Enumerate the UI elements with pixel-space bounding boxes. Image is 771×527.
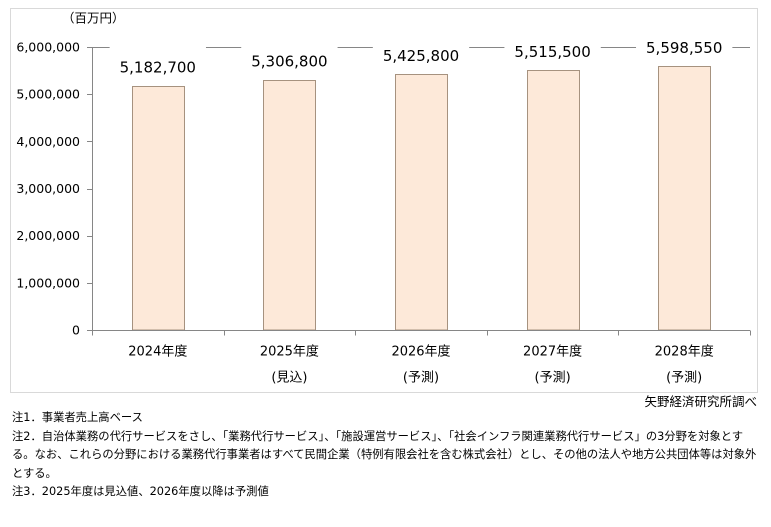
bar xyxy=(658,66,711,331)
y-tick-label: 1,000,000 xyxy=(16,275,80,290)
y-tick-label: 6,000,000 xyxy=(16,40,80,55)
x-tick-sublabel: (予測) xyxy=(666,371,702,386)
data-label-background xyxy=(241,42,338,71)
x-tick-label: 2027年度 xyxy=(523,344,582,360)
y-tick-label: 5,000,000 xyxy=(16,87,80,102)
bar xyxy=(395,74,448,331)
note-3: 注3．2025年度は見込値、2026年度以降は予測値 xyxy=(12,485,269,499)
notes: 注1．事業者売上高ベース 注2．自治体業務の代行サービスをさし、「業務代行サービ… xyxy=(12,409,760,502)
note-2: 注2．自治体業務の代行サービスをさし、「業務代行サービス」、「施設運営サービス」… xyxy=(12,429,757,480)
x-tick-label: 2026年度 xyxy=(391,344,450,360)
data-label: 5,598,550 xyxy=(646,39,722,57)
data-label-background xyxy=(636,42,733,57)
data-label-background xyxy=(504,42,601,61)
x-tick-sublabel: (予測) xyxy=(403,371,439,386)
x-tick-sublabel: (予測) xyxy=(535,371,571,386)
bar xyxy=(132,86,185,331)
data-label: 5,425,800 xyxy=(383,47,459,65)
y-axis: 0 1,000,000 2,000,000 3,000,000 4,000,000 5,0… xyxy=(16,40,93,338)
note-1: 注1．事業者売上高ベース xyxy=(12,411,143,424)
data-label: 5,306,800 xyxy=(251,53,327,71)
y-tick-label: 0 xyxy=(72,323,80,338)
x-tick-sublabel: (見込) xyxy=(271,371,307,386)
data-label: 5,182,700 xyxy=(120,59,196,77)
data-label-background xyxy=(372,42,470,66)
x-tick-label: 2025年度 xyxy=(260,344,319,360)
data-label-background xyxy=(109,42,206,77)
y-tick-label: 3,000,000 xyxy=(16,181,80,196)
y-tick-label: 2,000,000 xyxy=(16,228,80,243)
unit-label: （百万円） xyxy=(62,11,125,26)
source-credit: 矢野経済研究所調べ xyxy=(644,394,757,409)
bars xyxy=(132,66,711,331)
bar xyxy=(527,70,580,331)
bar xyxy=(263,80,316,331)
data-labels: 5,182,700 5,306,800 5,425,800 5,515,500 5,59… xyxy=(109,39,733,77)
x-tick-label: 2028年度 xyxy=(655,344,714,360)
y-tick-label: 4,000,000 xyxy=(16,134,80,149)
x-axis: 2024年度 2025年度 (見込) 2026年度 (予測) 2027年度 (予測) 2028… xyxy=(92,330,751,386)
x-tick-label: 2024年度 xyxy=(128,344,187,360)
data-label: 5,515,500 xyxy=(514,43,590,61)
bar-chart: （百万円） 0 1,000,000 2,000,000 3,000,000 4,000,… xyxy=(10,8,758,393)
